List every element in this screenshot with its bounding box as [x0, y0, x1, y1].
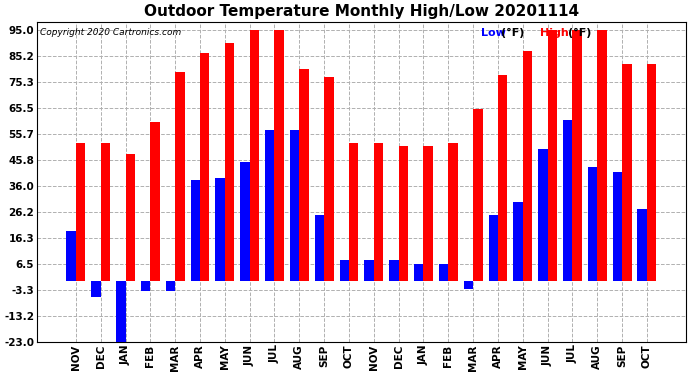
Text: Copyright 2020 Cartronics.com: Copyright 2020 Cartronics.com: [40, 28, 181, 37]
Bar: [424, 146, 433, 281]
Bar: [513, 201, 523, 281]
Bar: [339, 260, 349, 281]
Bar: [91, 281, 101, 297]
Bar: [240, 162, 250, 281]
Bar: [324, 77, 333, 281]
Bar: [116, 281, 126, 342]
Bar: [66, 231, 76, 281]
Bar: [613, 172, 622, 281]
Bar: [315, 215, 324, 281]
Bar: [638, 210, 647, 281]
Text: (°F): (°F): [501, 28, 524, 38]
Bar: [448, 143, 457, 281]
Bar: [498, 75, 507, 281]
Bar: [563, 120, 573, 281]
Text: (°F): (°F): [568, 28, 591, 38]
Bar: [548, 30, 557, 281]
Bar: [389, 260, 399, 281]
Title: Outdoor Temperature Monthly High/Low 20201114: Outdoor Temperature Monthly High/Low 202…: [144, 4, 579, 19]
Bar: [265, 130, 275, 281]
Bar: [101, 143, 110, 281]
Text: Low: Low: [482, 28, 506, 38]
Bar: [647, 64, 656, 281]
Bar: [200, 54, 210, 281]
Bar: [374, 143, 383, 281]
Bar: [190, 180, 200, 281]
Bar: [588, 167, 598, 281]
Bar: [523, 51, 532, 281]
Bar: [622, 64, 631, 281]
Bar: [489, 215, 498, 281]
Bar: [349, 143, 358, 281]
Bar: [250, 30, 259, 281]
Text: High: High: [540, 28, 569, 38]
Bar: [299, 69, 308, 281]
Bar: [364, 260, 374, 281]
Bar: [175, 72, 185, 281]
Bar: [464, 281, 473, 289]
Bar: [290, 130, 299, 281]
Bar: [439, 264, 449, 281]
Bar: [126, 154, 135, 281]
Bar: [414, 264, 424, 281]
Bar: [538, 148, 548, 281]
Bar: [598, 30, 607, 281]
Bar: [150, 122, 160, 281]
Bar: [76, 143, 86, 281]
Bar: [225, 43, 235, 281]
Bar: [166, 281, 175, 291]
Bar: [141, 281, 150, 291]
Bar: [215, 178, 225, 281]
Bar: [275, 30, 284, 281]
Bar: [473, 109, 482, 281]
Bar: [399, 146, 408, 281]
Bar: [573, 30, 582, 281]
